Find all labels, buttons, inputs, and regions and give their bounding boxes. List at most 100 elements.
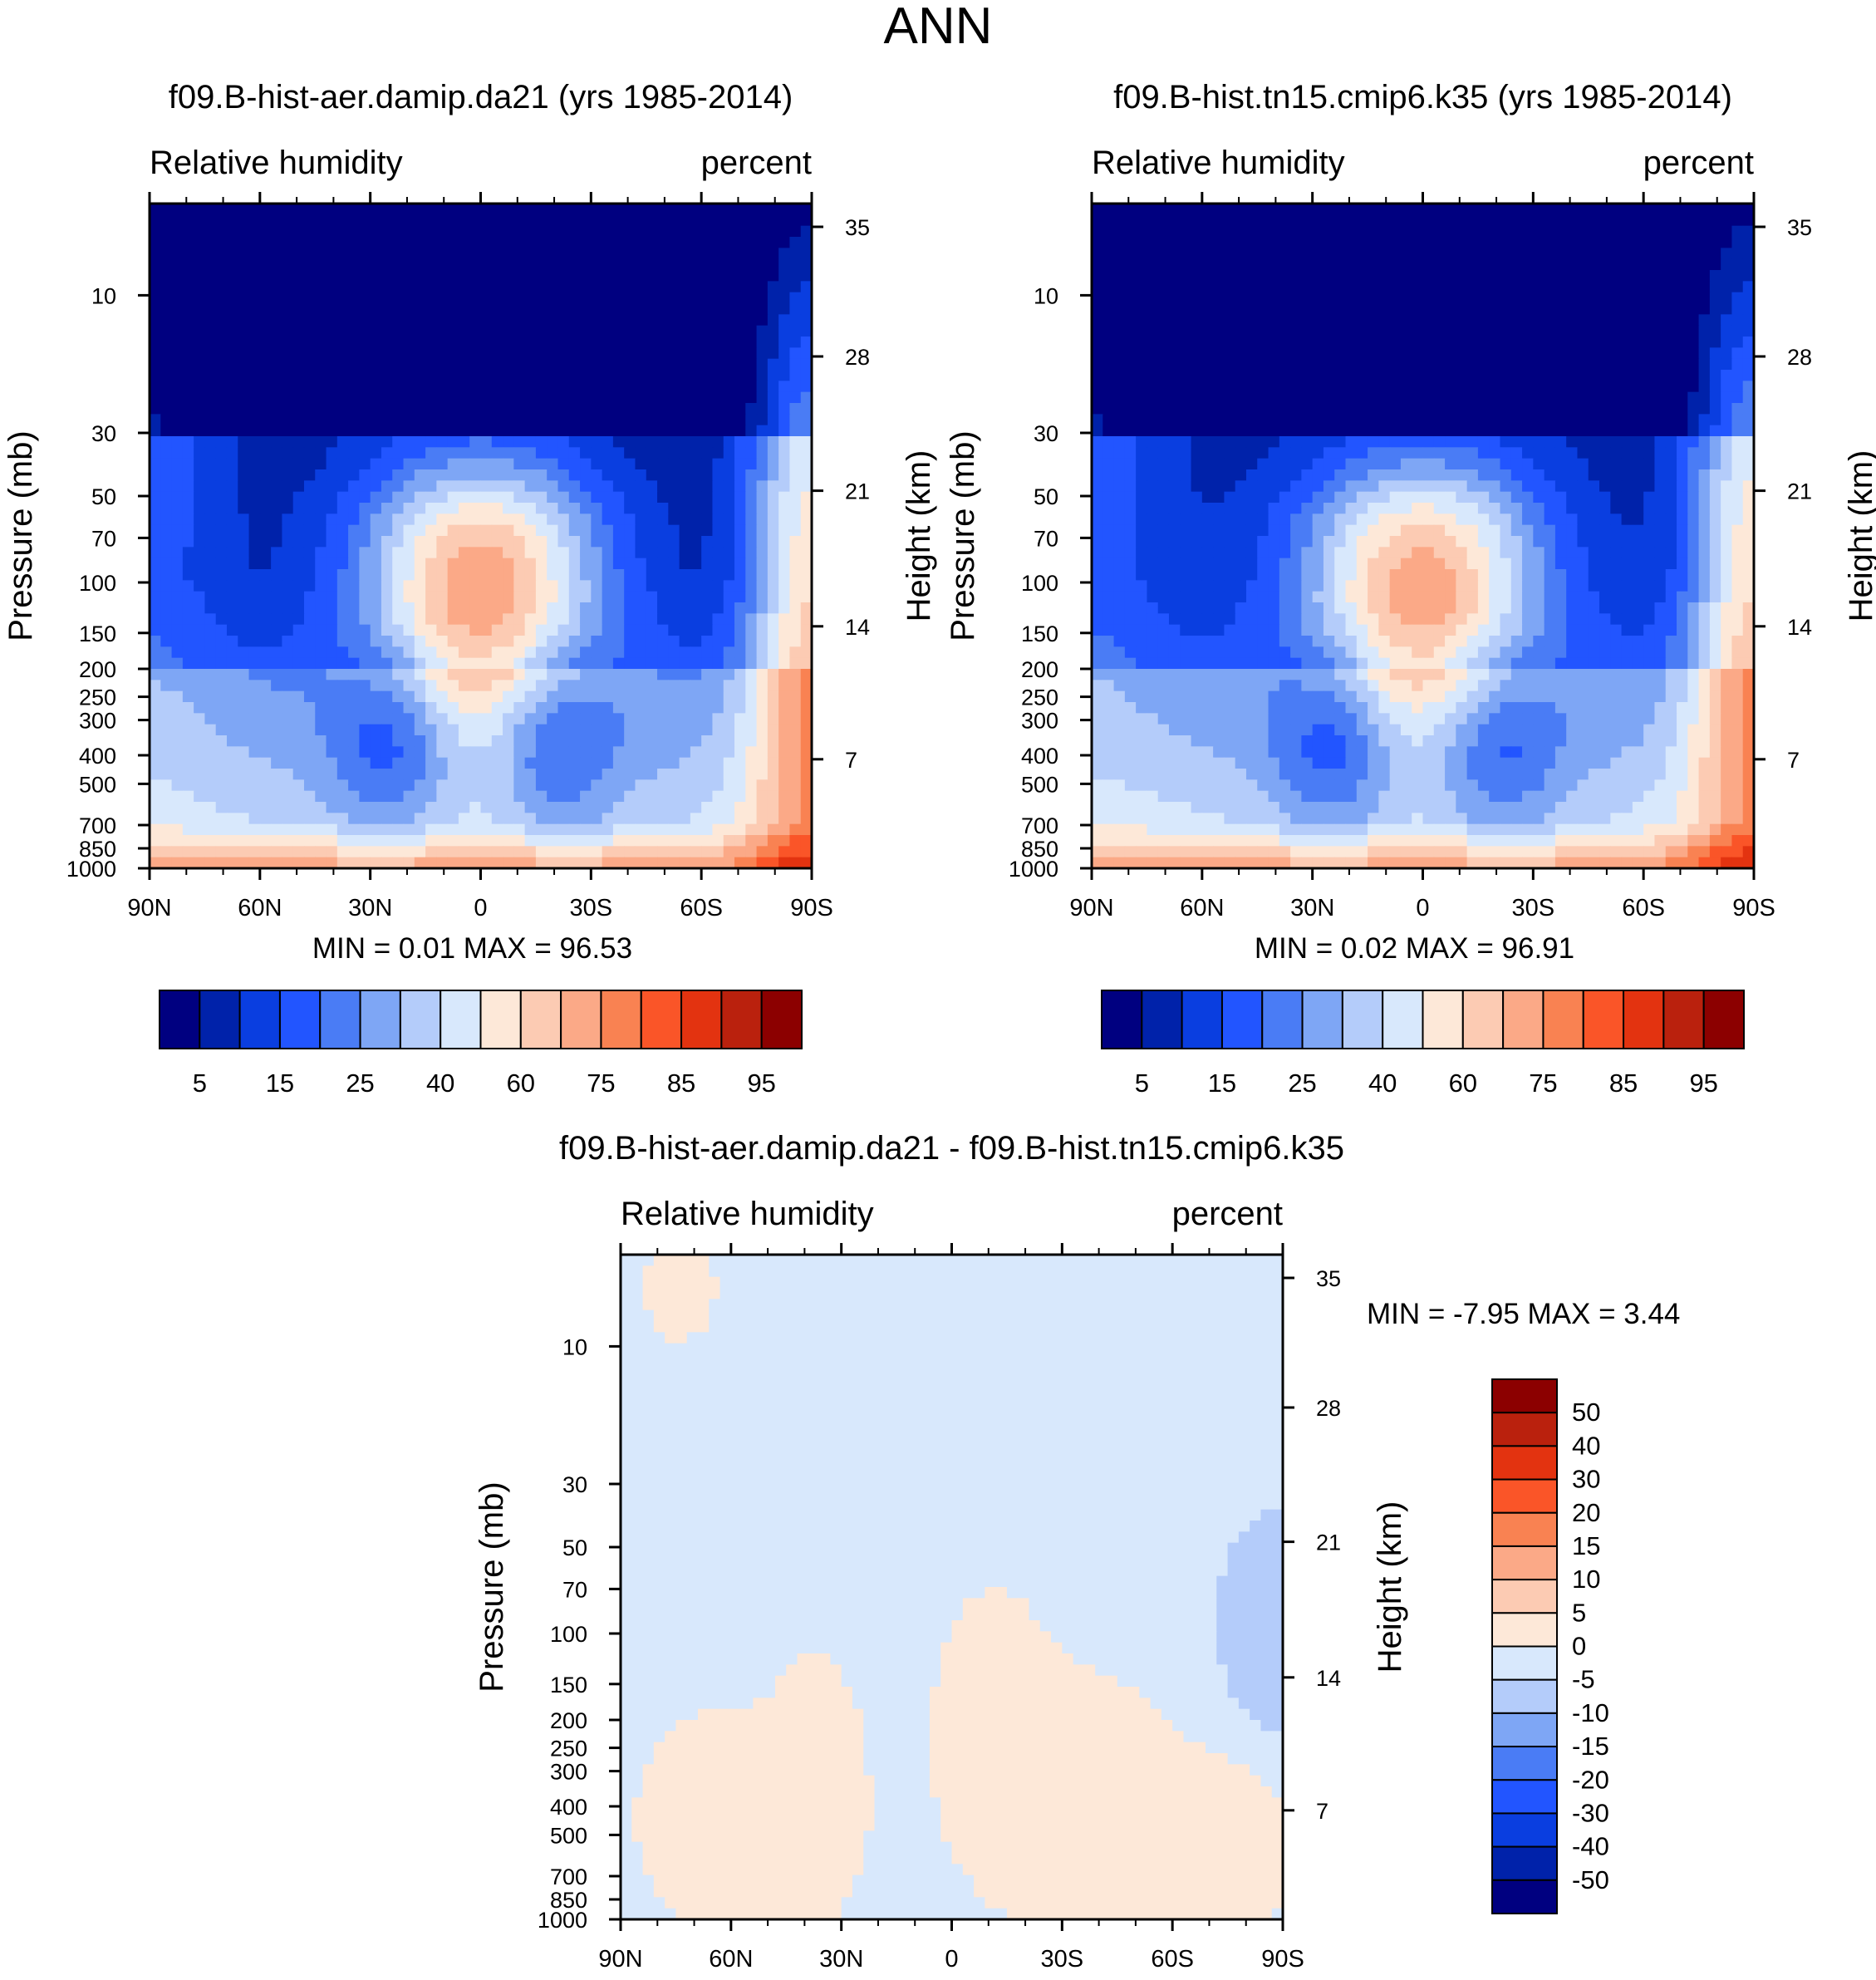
contour-cell [756,624,769,636]
contour-cell [381,436,393,448]
contour-cell [1731,248,1744,260]
contour-cell [690,724,702,736]
contour-cell [503,813,514,825]
contour-cell [215,403,228,415]
contour-cell [491,813,503,825]
contour-cell [503,823,514,836]
contour-cell [1345,347,1358,360]
contour-cell [238,491,250,504]
contour-cell [204,769,217,780]
contour-cell [1113,225,1126,238]
contour-cell [348,724,360,736]
contour-cell [1368,292,1379,304]
contour-cell [204,237,217,248]
contour-cell [745,480,758,493]
contour-cell [646,524,658,537]
contour-cell [1599,381,1611,393]
contour-cell [370,802,382,813]
contour-cell [226,469,238,481]
contour-cell [612,702,625,714]
contour-cell [425,569,437,581]
contour-cell [194,248,206,260]
contour-cell [612,680,625,692]
contour-cell [591,823,603,836]
contour-cell [238,835,250,847]
contour-cell [1445,258,1456,271]
contour-cell [1433,292,1446,304]
contour-cell [568,358,581,371]
contour-cell [1610,204,1623,215]
contour-cell [646,358,658,371]
contour-cell [1224,325,1236,337]
contour-cell [336,436,349,448]
contour-cell [447,458,459,470]
contour-cell [469,414,482,426]
contour-cell [767,503,779,514]
contour-cell [547,624,559,636]
contour-cell [580,846,592,858]
contour-cell [503,391,514,404]
contour-cell [547,636,559,647]
contour-cell [800,769,813,780]
contour-cell [1180,403,1192,415]
contour-cell [215,757,228,769]
contour-cell [1368,314,1379,327]
contour-cell [348,270,360,282]
contour-cell [535,237,548,248]
contour-cell [1180,258,1192,271]
contour-cell [1742,292,1755,304]
contour-cell [436,370,449,381]
contour-cell [1279,337,1291,348]
contour-cell [336,292,349,304]
contour-cell [348,636,360,647]
contour-cell [1698,391,1711,404]
contour-cell [723,258,735,271]
contour-cell [182,802,194,813]
contour-cell [370,624,382,636]
contour-cell [359,258,371,271]
contour-cell [591,370,603,381]
contour-cell [403,757,415,769]
contour-cell [282,480,294,493]
contour-cell [392,624,405,636]
contour-cell [403,503,415,514]
contour-cell [292,813,305,825]
contour-cell [1721,225,1733,238]
contour-cell [259,779,272,792]
contour-cell [1356,347,1368,360]
contour-cell [1345,337,1358,348]
contour-cell [359,591,371,603]
contour-cell [182,835,194,847]
contour-cell [524,646,537,659]
contour-cell [1709,225,1721,238]
contour-cell [1092,292,1103,304]
contour-cell [734,325,746,337]
contour-cell [381,425,393,437]
contour-cell [1500,358,1512,371]
contour-cell [403,358,415,371]
contour-cell [414,358,426,371]
contour-cell [557,425,570,437]
contour-cell [789,558,802,570]
contour-cell [612,214,625,227]
contour-cell [194,513,206,526]
contour-cell [1323,237,1335,248]
contour-cell [1301,292,1314,304]
contour-cell [1213,225,1225,238]
contour-cell [491,391,503,404]
contour-cell [1103,292,1115,304]
contour-cell [392,846,405,858]
contour-cell [701,835,714,847]
contour-cell [1599,270,1611,282]
contour-cell [403,248,415,260]
contour-cell [403,480,415,493]
contour-cell [414,303,426,315]
contour-cell [568,624,581,636]
contour-cell [1422,314,1435,327]
contour-cell [348,580,360,592]
contour-cell [150,358,161,371]
contour-cell [624,358,636,371]
contour-cell [1422,347,1435,360]
contour-cell [547,524,559,537]
contour-cell [1742,391,1755,404]
